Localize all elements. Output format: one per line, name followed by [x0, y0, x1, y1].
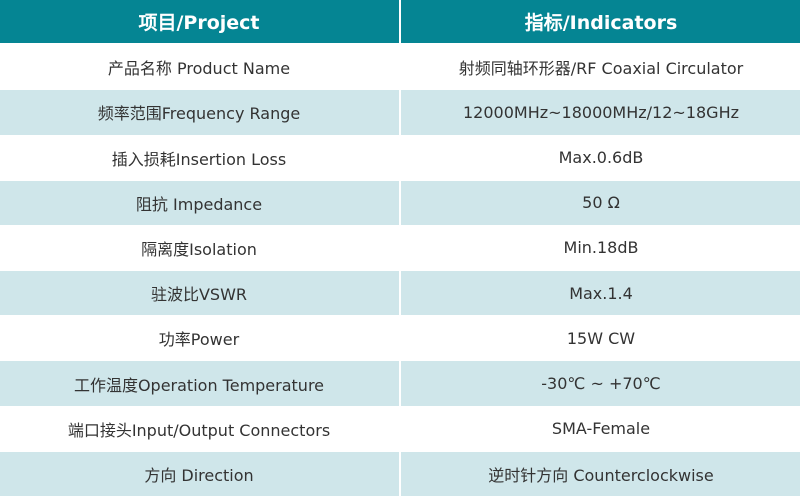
table-cell-project: 端口接头Input/Output Connectors — [0, 406, 399, 452]
table-cell-indicator: Min.18dB — [401, 225, 800, 272]
table-cell-project: 插入损耗Insertion Loss — [0, 135, 399, 181]
table-cell-indicator: 射频同轴环形器/RF Coaxial Circulator — [401, 45, 800, 91]
table-cell-indicator: 逆时针方向 Counterclockwise — [401, 451, 800, 497]
table-cell-project: 驻波比VSWR — [0, 271, 399, 317]
table-cell-project: 隔离度Isolation — [0, 225, 399, 272]
table-cell-project: 工作温度Operation Temperature — [0, 361, 399, 407]
header-project: 项目/Project — [0, 0, 399, 46]
table-cell-project: 频率范围Frequency Range — [0, 90, 399, 136]
table-cell-indicator: Max.1.4 — [401, 271, 800, 317]
header-indicators: 指标/Indicators — [401, 0, 800, 46]
table-cell-project: 产品名称 Product Name — [0, 45, 399, 91]
table-cell-project: 阻抗 Impedance — [0, 180, 399, 226]
table-cell-indicator: -30℃ ~ +70℃ — [401, 361, 800, 407]
table-cell-indicator: SMA-Female — [401, 406, 800, 452]
table-cell-indicator: 12000MHz~18000MHz/12~18GHz — [401, 90, 800, 136]
table-cell-project: 方向 Direction — [0, 451, 399, 497]
table-cell-project: 功率Power — [0, 316, 399, 362]
table-cell-indicator: 50 Ω — [401, 180, 800, 226]
table-cell-indicator: Max.0.6dB — [401, 135, 800, 181]
table-cell-indicator: 15W CW — [401, 316, 800, 362]
